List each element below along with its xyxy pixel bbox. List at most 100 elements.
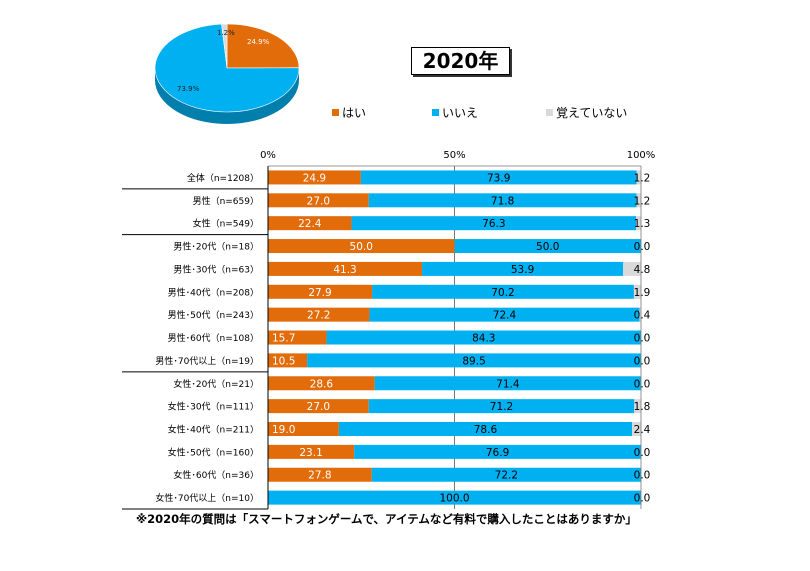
data-label-0: 23.1 xyxy=(299,447,322,459)
bar-segment-1 xyxy=(422,261,624,276)
data-label-0: 22.4 xyxy=(298,218,322,230)
data-label-0: 27.0 xyxy=(307,401,330,413)
data-label-2: 1.2 xyxy=(634,172,651,184)
data-label-0: 41.3 xyxy=(333,264,356,276)
pie-slice-1 xyxy=(155,23,300,113)
data-label-1: 78.6 xyxy=(474,424,498,436)
data-label-1: 71.8 xyxy=(491,195,514,207)
bar-segment-2 xyxy=(623,261,641,276)
data-label-1: 50.0 xyxy=(536,241,559,253)
category-label: 女性･30代（n=111） xyxy=(168,401,259,413)
bar-segment-0 xyxy=(268,444,355,459)
bar-segment-0 xyxy=(268,422,339,437)
data-label-2: 0.0 xyxy=(634,493,651,505)
data-label-1: 76.9 xyxy=(486,447,509,459)
category-label: 男性･60代（n=108） xyxy=(168,332,259,344)
pie-slice-2 xyxy=(221,23,228,69)
bar-segment-1 xyxy=(371,467,641,482)
bar-segment-2 xyxy=(639,307,641,322)
data-label-2: 0.0 xyxy=(634,447,651,459)
data-label-2: 1.8 xyxy=(634,401,651,413)
category-label: 男性･50代（n=243） xyxy=(168,309,259,321)
x-tick-label: 100% xyxy=(627,150,656,161)
legend-swatch-yes xyxy=(332,109,339,116)
category-label: 女性･40代（n=211） xyxy=(168,424,259,436)
bar-segment-2 xyxy=(636,170,641,185)
bar-segment-1 xyxy=(351,216,637,231)
bar-segment-1 xyxy=(268,490,641,505)
pie-side-1 xyxy=(155,68,299,124)
data-label-0: 50.0 xyxy=(350,241,373,253)
pie-chart xyxy=(155,23,300,124)
data-label-2: 0.0 xyxy=(634,333,651,345)
bar-segment-1 xyxy=(369,307,640,322)
category-label: 男性･40代（n=208） xyxy=(168,286,259,298)
category-label: 男性（n=659） xyxy=(193,195,259,207)
data-label-1: 71.2 xyxy=(490,401,513,413)
bar-segment-0 xyxy=(268,170,361,185)
bar-segment-1 xyxy=(307,353,641,368)
legend-label-no: いいえ xyxy=(442,106,479,120)
pie-label-yes: 24.9% xyxy=(247,38,270,46)
bar-segment-0 xyxy=(268,216,352,231)
bar-segment-2 xyxy=(636,216,641,231)
data-label-1: 73.9 xyxy=(487,172,510,184)
bar-segment-2 xyxy=(636,193,641,208)
bar-segment-1 xyxy=(454,239,641,254)
data-label-1: 76.3 xyxy=(482,218,505,230)
category-label: 男性･30代（n=63） xyxy=(173,263,259,275)
category-label: 女性･60代（n=36） xyxy=(173,469,259,481)
bar-segment-0 xyxy=(268,307,370,322)
bar-segment-1 xyxy=(338,422,633,437)
x-tick-label: 0% xyxy=(260,150,276,161)
bar-segment-1 xyxy=(354,444,641,459)
bar-segment-0 xyxy=(268,193,369,208)
legend-item-no: いいえ xyxy=(432,104,478,121)
data-label-0: 24.9 xyxy=(303,172,326,184)
legend-swatch-no xyxy=(432,109,439,116)
legend-label-dontremember: 覚えていない xyxy=(556,106,628,120)
legend-swatch-dontremember xyxy=(546,109,553,116)
data-label-1: 53.9 xyxy=(511,264,534,276)
bar-segment-1 xyxy=(368,399,635,414)
category-label: 男性･70代以上（n=19） xyxy=(155,355,259,367)
data-label-1: 72.2 xyxy=(495,470,518,482)
data-label-1: 89.5 xyxy=(462,355,485,367)
data-label-0: 28.6 xyxy=(310,378,334,390)
data-label-2: 4.8 xyxy=(634,264,651,276)
data-label-0: 27.9 xyxy=(308,287,331,299)
data-label-0: 27.0 xyxy=(307,195,330,207)
data-label-0: 15.7 xyxy=(272,333,295,345)
data-label-2: 0.0 xyxy=(634,241,651,253)
bar-segment-0 xyxy=(268,330,327,345)
data-label-1: 72.4 xyxy=(493,310,517,322)
bar-segment-1 xyxy=(326,330,641,345)
legend-label-yes: はい xyxy=(342,106,367,120)
bar-segment-1 xyxy=(374,376,641,391)
legend-item-yes: はい xyxy=(332,104,366,121)
bar-segment-0 xyxy=(268,284,373,299)
data-label-1: 70.2 xyxy=(491,287,514,299)
category-label: 女性･50代（n=160） xyxy=(168,446,259,458)
bar-segment-0 xyxy=(268,261,423,276)
category-label: 男性･20代（n=18） xyxy=(173,241,259,253)
data-label-0: 27.2 xyxy=(307,310,330,322)
data-label-1: 100.0 xyxy=(439,493,469,505)
data-label-0: 19.0 xyxy=(272,424,295,436)
bar-segment-0 xyxy=(268,376,375,391)
category-label: 女性（n=549） xyxy=(193,218,259,230)
data-label-2: 0.4 xyxy=(634,310,651,322)
category-label: 全体（n=1208） xyxy=(187,172,259,184)
bar-segment-0 xyxy=(268,239,455,254)
bar-segment-0 xyxy=(268,399,369,414)
chart-title: 2020年 xyxy=(411,47,510,75)
data-label-1: 71.4 xyxy=(496,378,520,390)
pie-label-no: 73.9% xyxy=(177,85,200,93)
x-tick-label: 50% xyxy=(443,150,465,161)
data-label-2: 2.4 xyxy=(634,424,651,436)
data-label-2: 0.0 xyxy=(634,355,651,367)
bar-segment-1 xyxy=(360,170,637,185)
data-label-2: 1.2 xyxy=(634,195,651,207)
data-label-2: 1.9 xyxy=(634,287,651,299)
